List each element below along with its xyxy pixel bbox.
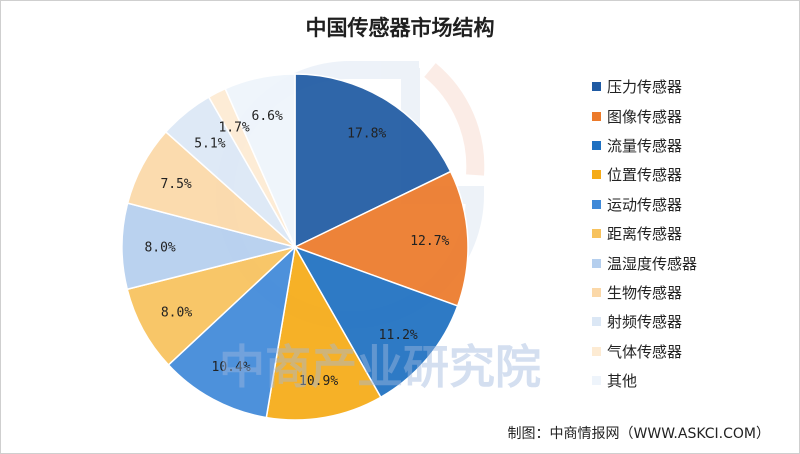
slice-data-label: 12.7% — [410, 234, 449, 249]
legend-item: 气体传感器 — [592, 337, 697, 366]
legend-label: 距离传感器 — [607, 225, 683, 244]
legend-label: 射频传感器 — [607, 313, 683, 332]
legend-swatch — [592, 111, 601, 121]
legend-label: 其他 — [607, 372, 638, 391]
legend-item: 生物传感器 — [592, 278, 697, 307]
slice-data-label: 11.2% — [379, 328, 418, 343]
legend-label: 流量传感器 — [607, 136, 683, 155]
pie-slice — [294, 73, 452, 249]
pie-slice — [293, 245, 459, 399]
slice-data-label: 1.7% — [218, 121, 249, 136]
slice-data-label: 10.9% — [299, 374, 338, 389]
legend-label: 气体传感器 — [607, 342, 683, 361]
chart-title: 中国传感器市场结构 — [305, 16, 495, 40]
legend-swatch — [592, 199, 601, 209]
watermark-text: 中商产业研究院 — [219, 340, 541, 394]
legend-item: 位置传感器 — [592, 160, 697, 189]
legend-swatch — [592, 170, 601, 180]
legend-label: 温湿度传感器 — [607, 254, 698, 273]
slice-data-label: 17.8% — [347, 127, 386, 142]
legend-swatch — [592, 82, 601, 92]
slice-data-label: 7.5% — [160, 177, 191, 192]
legend-swatch — [592, 140, 601, 150]
legend-swatch — [592, 346, 601, 356]
slice-data-label: 5.1% — [194, 136, 225, 151]
legend-swatch — [592, 229, 601, 239]
slice-data-label: 10.4% — [212, 360, 251, 375]
legend-item: 射频传感器 — [592, 307, 697, 336]
pie-slice — [293, 170, 469, 307]
legend-item: 压力传感器 — [592, 72, 697, 101]
slice-data-label: 8.0% — [144, 240, 175, 255]
pie-slice — [167, 244, 297, 419]
legend-item: 图像传感器 — [592, 101, 697, 130]
legend-swatch — [592, 317, 601, 327]
legend-label: 压力传感器 — [607, 78, 683, 97]
legend-item: 运动传感器 — [592, 190, 697, 219]
legend-item: 距离传感器 — [592, 219, 697, 248]
slice-data-label: 6.6% — [252, 109, 283, 124]
legend-item: 其他 — [592, 366, 697, 395]
legend-item: 温湿度传感器 — [592, 248, 697, 277]
legend-swatch — [592, 287, 601, 297]
legend-swatch — [592, 258, 601, 268]
pie-slice — [265, 244, 382, 421]
legend-label: 位置传感器 — [607, 166, 683, 185]
legend: 压力传感器图像传感器流量传感器位置传感器运动传感器距离传感器温湿度传感器 生物传感… — [592, 72, 697, 395]
legend-swatch — [592, 376, 601, 386]
pie-slice — [224, 73, 296, 248]
slice-data-label: 8.0% — [161, 306, 192, 321]
legend-item: 流量传感器 — [592, 131, 697, 160]
legend-label: 图像传感器 — [607, 107, 683, 126]
source-note: 制图：中商情报网（WWW.ASKCI.COM） — [507, 426, 770, 442]
legend-label: 运动传感器 — [607, 195, 683, 214]
legend-label: 生物传感器 — [607, 283, 683, 302]
